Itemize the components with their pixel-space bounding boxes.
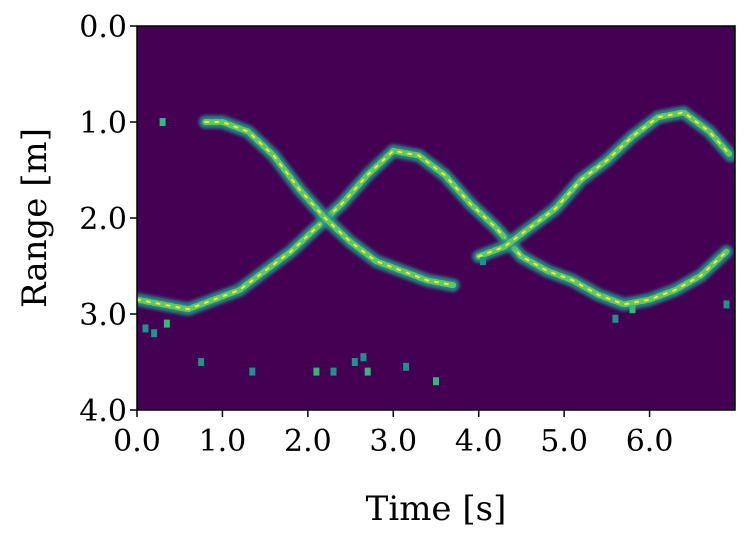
y-axis: 0.0 1.0 2.0 3.0 4.0 (79, 10, 137, 429)
track-2-core (204, 121, 455, 287)
heatmap-background (137, 26, 735, 410)
speckle-7 (313, 367, 320, 376)
speckle-13 (433, 377, 439, 386)
speckle-11 (360, 353, 367, 362)
speckle-3 (151, 329, 158, 338)
x-tick-label: 2.0 (284, 424, 332, 459)
x-tick-label: 3.0 (369, 424, 417, 459)
plot-area (136, 25, 736, 411)
x-axis-label: Time [s] (366, 489, 507, 529)
speckle-14 (480, 257, 486, 266)
speckle-4 (163, 319, 170, 328)
speckle-8 (330, 367, 337, 376)
x-tick-label: 0.0 (113, 424, 161, 459)
y-tick-label: 1.0 (79, 106, 127, 141)
x-axis: 0.0 1.0 2.0 3.0 4.0 5.0 6.0 (113, 410, 673, 459)
speckle-6 (249, 367, 256, 376)
speckle-2 (142, 324, 149, 333)
track-1-core (137, 149, 728, 311)
y-tick-label: 0.0 (79, 10, 127, 45)
x-tick-label: 1.0 (199, 424, 247, 459)
y-tick-label: 4.0 (79, 394, 127, 429)
y-axis-label: Range [m] (15, 128, 55, 308)
speckle-16 (629, 305, 636, 314)
speckle-1 (159, 118, 166, 126)
x-tick-label: 4.0 (455, 424, 503, 459)
track-3-core (477, 111, 732, 258)
speckle-5 (198, 358, 205, 366)
y-tick-label: 3.0 (79, 298, 127, 333)
speckle-17 (723, 300, 730, 309)
x-tick-label: 5.0 (540, 424, 588, 459)
heatmap-tracks (137, 105, 735, 386)
speckle-15 (612, 314, 619, 323)
y-tick-label: 2.0 (79, 202, 127, 237)
speckle-12 (403, 362, 410, 371)
speckle-9 (351, 358, 358, 366)
x-tick-label: 6.0 (626, 424, 674, 459)
speckle-10 (364, 367, 371, 376)
